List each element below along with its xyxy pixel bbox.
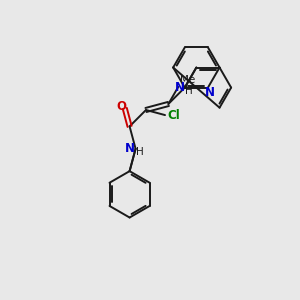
Text: N: N [205, 86, 215, 99]
Text: H: H [185, 86, 193, 96]
Text: Cl: Cl [167, 110, 180, 122]
Text: Me: Me [180, 74, 195, 85]
Text: O: O [117, 100, 127, 113]
Text: N: N [175, 81, 185, 94]
Text: N: N [125, 142, 135, 155]
Text: H: H [136, 147, 144, 157]
